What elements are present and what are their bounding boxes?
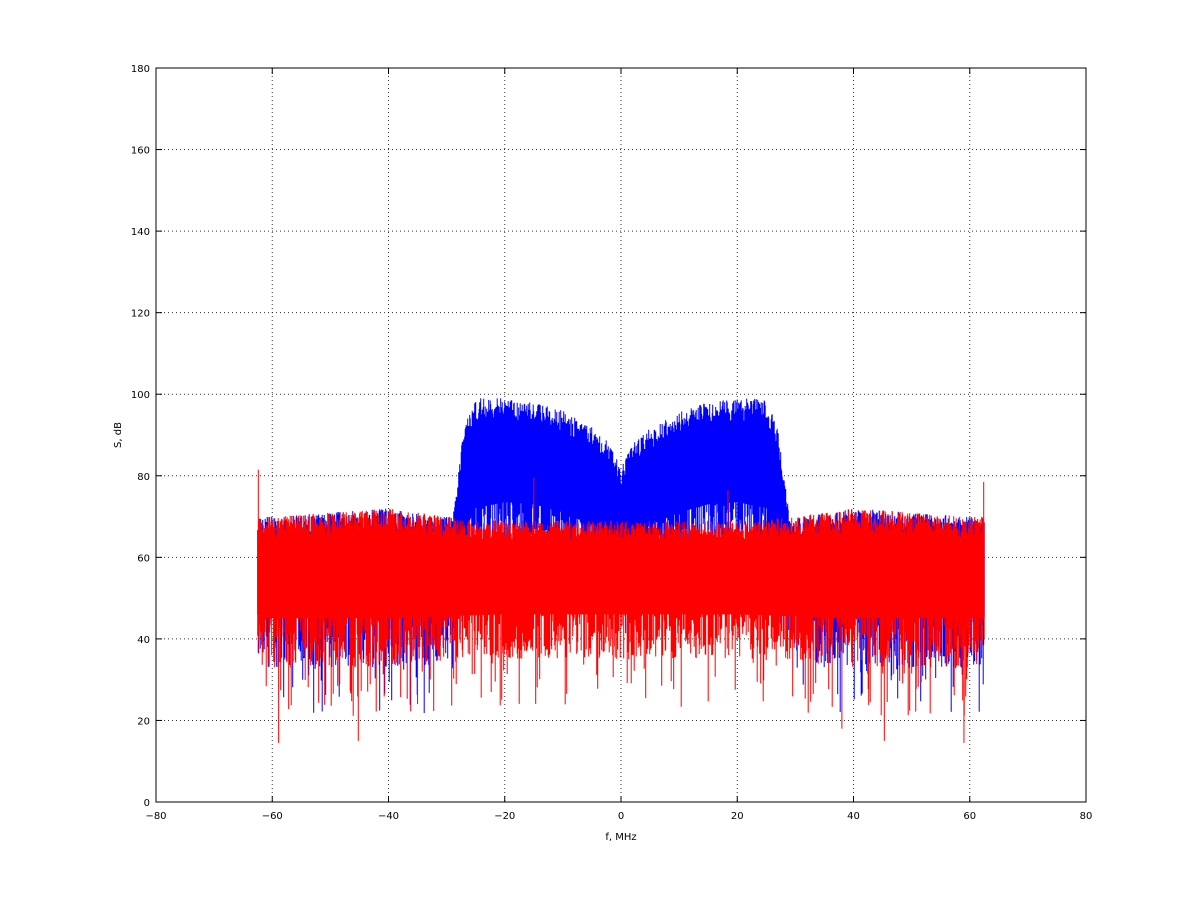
traces (257, 398, 985, 743)
y-tick-labels: 0 20 40 60 80 100 120 140 160 180 (131, 64, 150, 809)
y-tick-label: 80 (137, 472, 150, 483)
y-tick-label: 60 (137, 553, 150, 564)
x-axis-label: f, MHz (605, 832, 636, 843)
x-tick-label: 0 (618, 811, 624, 822)
x-tick-label: −40 (378, 811, 399, 822)
plot-frame (155, 67, 1087, 803)
y-axis-label: S, dB (113, 422, 124, 448)
y-tick-label: 160 (131, 146, 150, 157)
grid (156, 68, 1086, 802)
x-tick-label: −60 (262, 811, 283, 822)
y-tick-label: 180 (131, 64, 150, 75)
y-tick-label: 20 (137, 716, 150, 727)
x-tick-label: 80 (1080, 811, 1093, 822)
x-tick-label: 20 (731, 811, 744, 822)
y-tick-label: 40 (137, 635, 150, 646)
ticks (155, 67, 1087, 803)
x-tick-labels: −80 −60 −40 −20 0 20 40 60 80 (145, 811, 1092, 822)
x-tick-label: −20 (494, 811, 515, 822)
y-tick-label: 0 (144, 798, 150, 809)
x-tick-label: −80 (145, 811, 166, 822)
y-tick-label: 100 (131, 390, 150, 401)
x-tick-label: 40 (847, 811, 860, 822)
x-tick-label: 60 (963, 811, 976, 822)
y-tick-label: 120 (131, 309, 150, 320)
y-tick-label: 140 (131, 227, 150, 238)
series-core (257, 539, 985, 619)
